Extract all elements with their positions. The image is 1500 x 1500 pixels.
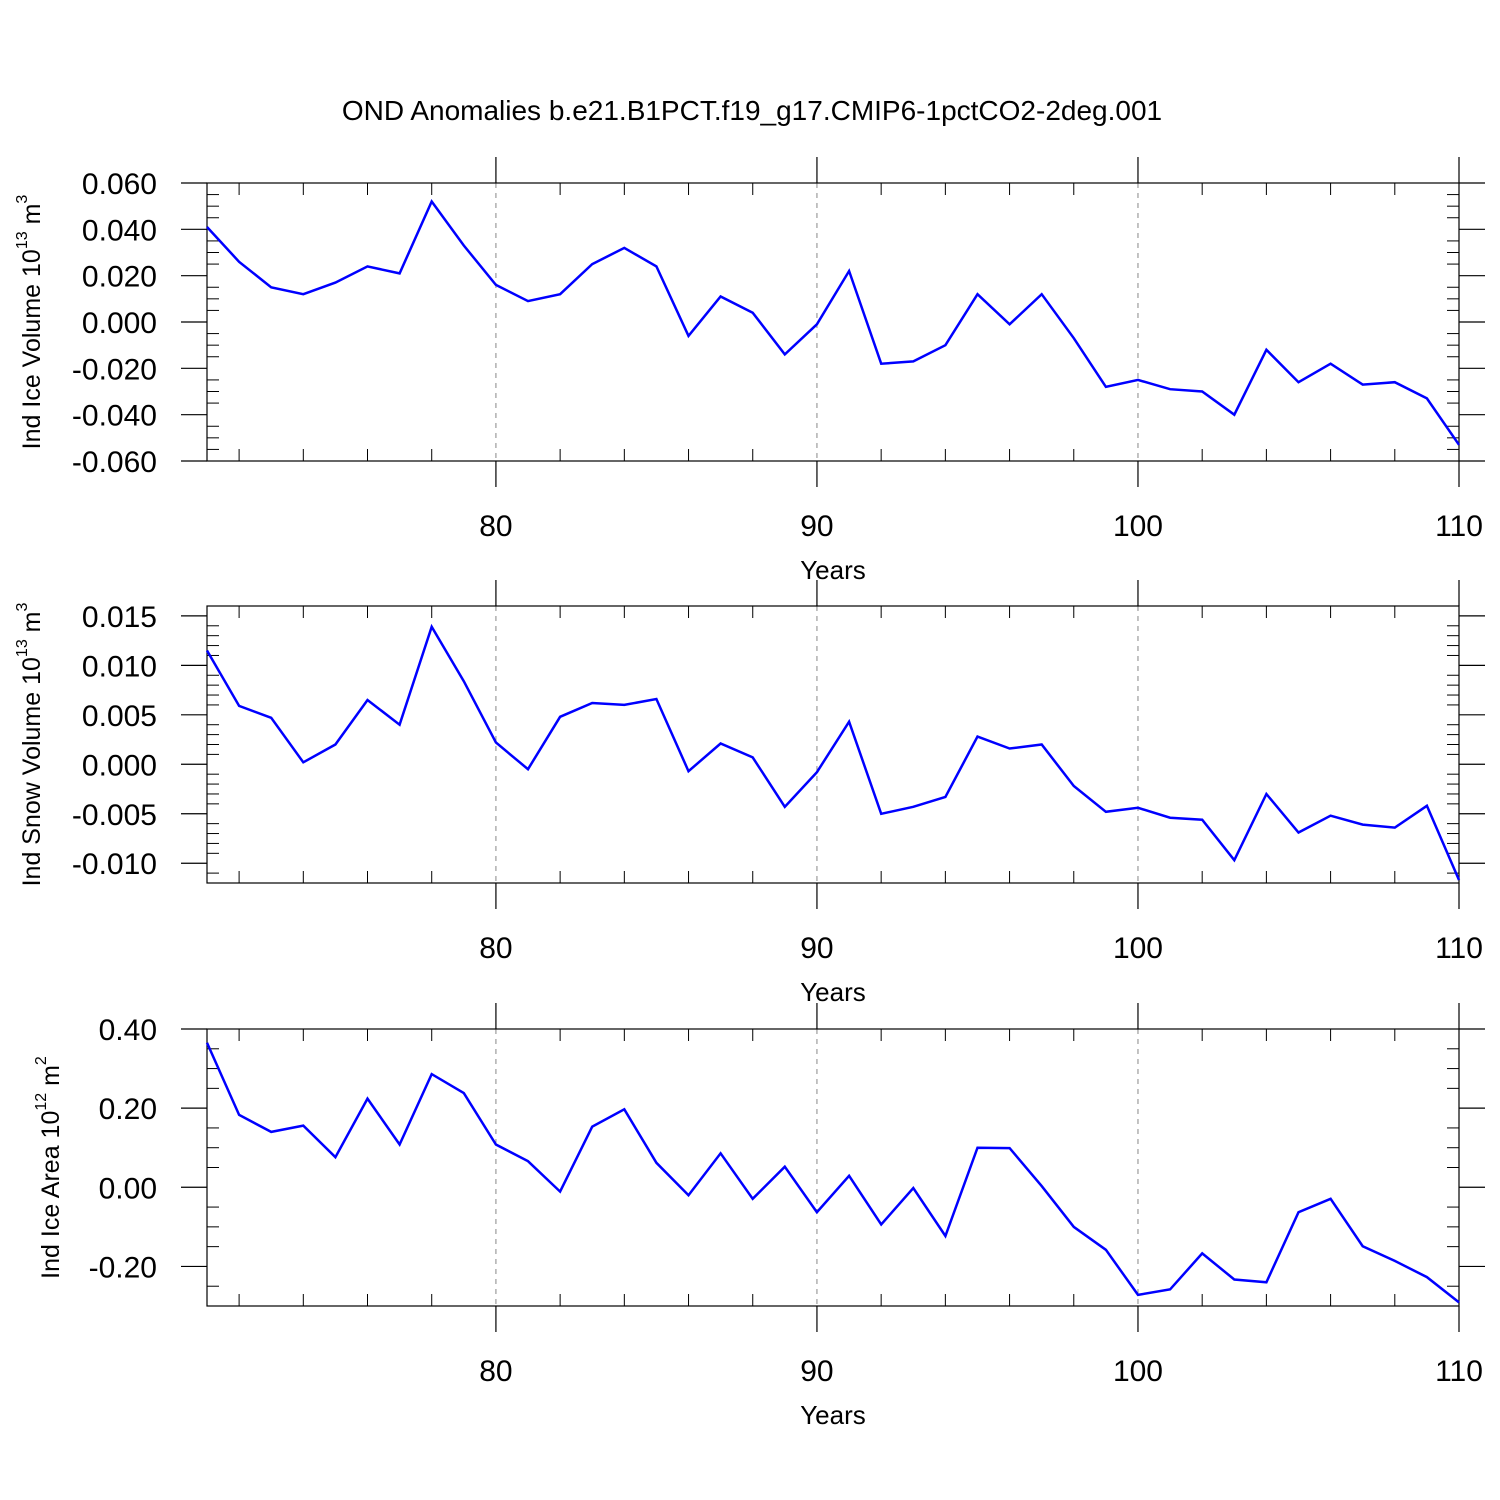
x-tick-label: 100 (1113, 510, 1163, 543)
x-axis-label: Years (800, 977, 866, 1007)
y-tick-label: 0.020 (82, 261, 157, 294)
x-tick-label: 100 (1113, 932, 1163, 965)
series-line (205, 623, 1461, 881)
y-tick-label: 0.20 (99, 1093, 157, 1126)
plot-frame (206, 1028, 1460, 1307)
y-axis-label: Ind Ice Area 1012 m2 (33, 1056, 64, 1279)
plot-frame (206, 182, 1460, 462)
y-tick-label: -0.040 (72, 400, 157, 433)
y-tick-label: -0.060 (72, 446, 157, 479)
y-tick-label: -0.20 (89, 1251, 157, 1284)
x-tick-label: 110 (1435, 510, 1483, 543)
y-tick-label: 0.40 (99, 1014, 157, 1047)
x-tick-label: 90 (800, 1355, 833, 1388)
y-tick-label: 0.000 (82, 749, 157, 782)
x-tick-label: 80 (479, 1355, 512, 1388)
y-tick-label: 0.040 (82, 214, 157, 247)
series-line (205, 1042, 1460, 1304)
y-tick-label: -0.020 (72, 353, 157, 386)
y-axis-label: Ind Ice Volume 1013 m3 (14, 195, 45, 450)
y-tick-label: 0.010 (82, 650, 157, 683)
panel-3: 80 90 100 110 Years 0.40 0.20 0.00 -0.20 Ind Ice … (33, 1003, 1485, 1430)
y-tick-label: 0.015 (82, 601, 157, 634)
x-tick-label: 80 (479, 932, 512, 965)
chart-title: OND Anomalies b.e21.B1PCT.f19_g17.CMIP6-… (342, 95, 1162, 126)
y-tick-label: 0.000 (82, 307, 157, 340)
x-tick-label: 90 (800, 510, 833, 543)
y-tick-label: 0.060 (82, 168, 157, 201)
y-tick-label: 0.005 (82, 700, 157, 733)
x-tick-label: 90 (800, 932, 833, 965)
x-tick-label: 110 (1435, 932, 1483, 965)
x-tick-label: 80 (479, 510, 512, 543)
x-axis-label: Years (800, 555, 866, 585)
series-line (206, 199, 1461, 446)
x-axis-label: Years (800, 1400, 866, 1430)
plot-frame (206, 605, 1460, 884)
y-axis-label: Ind Snow Volume 1013 m3 (14, 603, 45, 887)
x-tick-label: 110 (1435, 1355, 1483, 1388)
y-tick-label: -0.010 (72, 848, 157, 881)
y-tick-label: -0.005 (72, 799, 157, 832)
panel-2: 80 90 100 110 Years 0.015 0.010 0.005 0.000 -0.00… (14, 580, 1485, 1007)
panels: 80 90 100 110 Years 0.060 0.040 0.020 0.000 -0.02… (14, 157, 1485, 1430)
x-tick-label: 100 (1113, 1355, 1163, 1388)
panel-1: 80 90 100 110 Years 0.060 0.040 0.020 0.000 -0.02… (14, 157, 1485, 585)
y-tick-label: 0.00 (99, 1172, 157, 1205)
